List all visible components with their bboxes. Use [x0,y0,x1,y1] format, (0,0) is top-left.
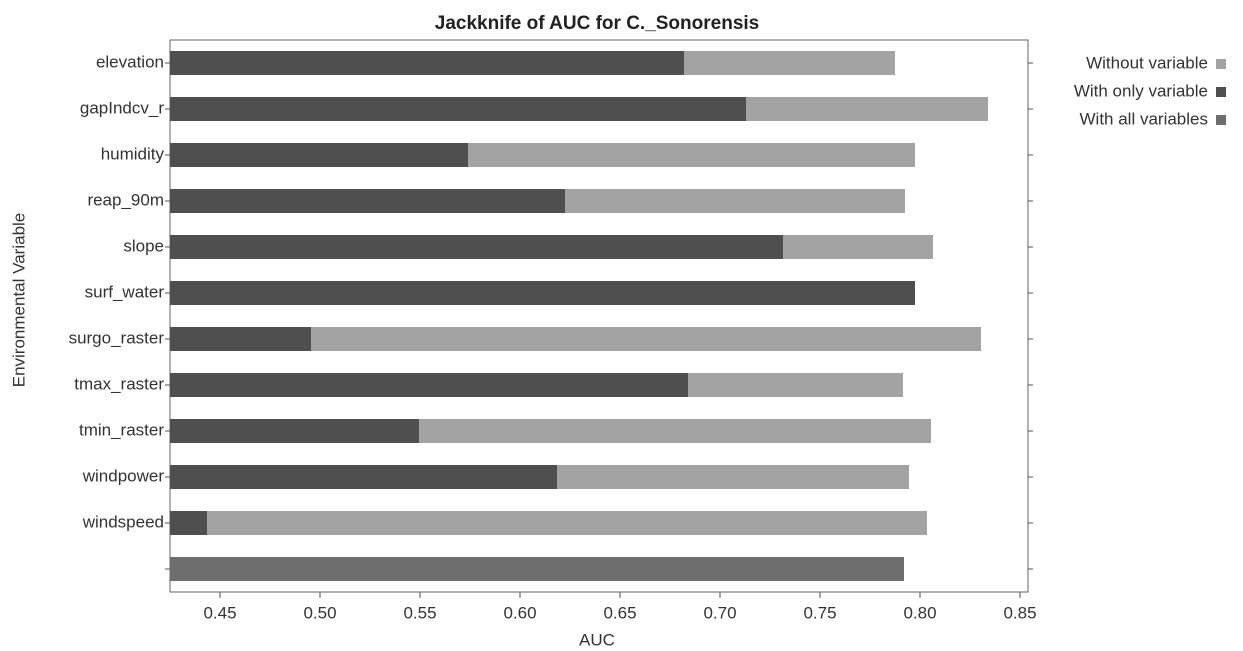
bar [170,373,688,397]
bar [170,281,915,305]
x-axis-label: AUC [579,630,615,649]
bar [170,189,565,213]
bar [170,511,207,535]
x-tick-label: 0.65 [603,603,636,622]
y-tick-label: elevation [96,52,164,71]
x-tick-label: 0.50 [303,603,336,622]
bar [170,557,904,581]
bar [170,327,311,351]
y-tick-label: surf_water [85,282,165,301]
y-tick-label: gapIndcv_r [80,98,164,117]
y-tick-label: slope [123,236,164,255]
legend-label: With only variable [1074,81,1208,100]
bar [170,465,557,489]
x-tick-label: 0.60 [503,603,536,622]
x-tick-label: 0.55 [403,603,436,622]
chart-title: Jackknife of AUC for C._Sonorensis [435,13,759,34]
x-tick-label: 0.80 [903,603,936,622]
bar [170,143,468,167]
y-tick-label: humidity [101,144,165,163]
legend-label: Without variable [1086,53,1208,72]
legend-swatch [1216,115,1226,125]
bar [170,235,783,259]
legend-swatch [1216,87,1226,97]
x-tick-label: 0.45 [203,603,236,622]
x-tick-label: 0.70 [703,603,736,622]
y-axis-label: Environmental Variable [9,213,28,388]
y-tick-label: surgo_raster [69,328,165,347]
bar [170,419,419,443]
y-tick-label: tmax_raster [74,374,164,393]
legend-label: With all variables [1080,109,1209,128]
y-tick-label: tmin_raster [79,420,164,439]
y-tick-label: windspeed [82,512,164,531]
legend-swatch [1216,59,1226,69]
bar [170,97,746,121]
y-tick-label: windpower [82,466,165,485]
bar [170,511,927,535]
x-tick-label: 0.75 [803,603,836,622]
y-tick-label: reap_90m [87,190,164,209]
x-tick-label: 0.85 [1003,603,1036,622]
bar [170,51,684,75]
plot-area [169,39,1029,593]
